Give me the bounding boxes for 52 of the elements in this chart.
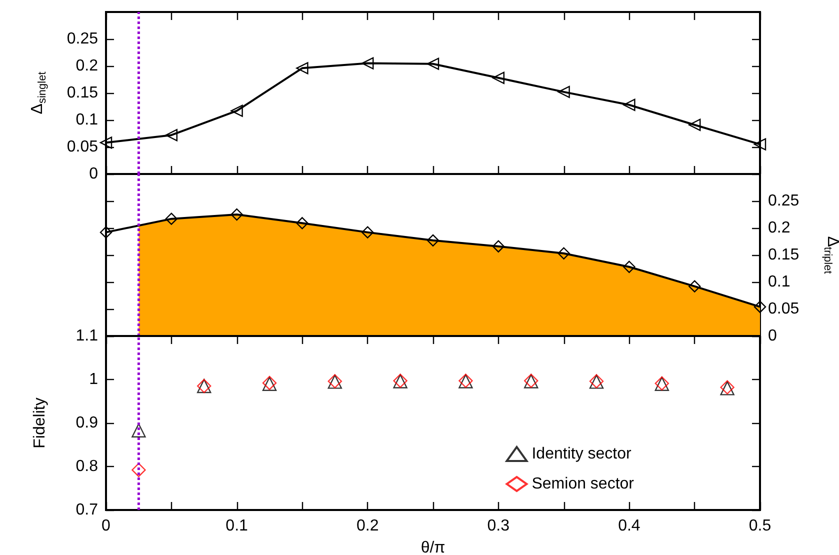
y2-tick-label: 0.2 bbox=[768, 220, 790, 236]
point bbox=[100, 226, 112, 238]
point bbox=[230, 208, 243, 221]
point bbox=[492, 240, 504, 252]
x-tick-label: 0.3 bbox=[487, 518, 510, 534]
point bbox=[362, 226, 374, 238]
y-tick-label: 0.9 bbox=[76, 414, 98, 432]
y2-tick-label: 0 bbox=[768, 328, 777, 344]
x-tick-label: 0.5 bbox=[748, 518, 772, 534]
point bbox=[492, 72, 504, 84]
y2-axis-title: Δtriplet bbox=[822, 236, 839, 274]
y-tick-label: 0.2 bbox=[76, 58, 98, 74]
point bbox=[754, 300, 766, 313]
point bbox=[362, 57, 374, 70]
x-tick-label: 0 bbox=[102, 518, 111, 534]
legend-label: Semion sector bbox=[532, 476, 635, 492]
point bbox=[623, 260, 636, 273]
y-tick-label: 0.1 bbox=[76, 112, 98, 128]
y2-tick-label: 0.05 bbox=[768, 300, 800, 318]
point bbox=[165, 212, 178, 225]
point bbox=[426, 58, 440, 70]
point bbox=[230, 104, 243, 117]
point bbox=[132, 423, 146, 438]
legend-label: Identity sector bbox=[532, 446, 632, 462]
point bbox=[165, 129, 178, 142]
y-tick-label: 0.25 bbox=[66, 30, 98, 48]
y-axis-title: Δsinglet bbox=[29, 72, 48, 114]
x-tick-label: 0.4 bbox=[618, 518, 640, 534]
point bbox=[558, 86, 570, 98]
point bbox=[688, 118, 701, 131]
x-tick-label: 0.2 bbox=[356, 518, 379, 534]
y2-tick-label: 0.15 bbox=[768, 246, 800, 264]
y-tick-label: 1 bbox=[89, 371, 98, 388]
point bbox=[100, 136, 112, 149]
point bbox=[296, 62, 308, 74]
y-tick-label: 0.7 bbox=[76, 502, 98, 518]
point bbox=[558, 247, 570, 260]
y-tick-label: 1.1 bbox=[76, 328, 98, 344]
y-tick-label: 0 bbox=[89, 166, 98, 182]
point bbox=[426, 234, 440, 247]
y2-tick-label: 0.25 bbox=[768, 192, 800, 210]
y2-tick-label: 0.1 bbox=[768, 274, 790, 290]
y-tick-label: 0.8 bbox=[76, 458, 98, 475]
point bbox=[623, 98, 636, 111]
x-tick-label: 0.1 bbox=[226, 518, 248, 534]
y-tick-label: 0.15 bbox=[66, 84, 98, 102]
point bbox=[688, 280, 701, 292]
x-axis-title: θ/π bbox=[420, 540, 446, 555]
point bbox=[132, 462, 146, 478]
point bbox=[296, 217, 308, 230]
y-tick-label: 0.05 bbox=[66, 138, 98, 156]
y-axis-title: Fidelity bbox=[32, 398, 48, 448]
